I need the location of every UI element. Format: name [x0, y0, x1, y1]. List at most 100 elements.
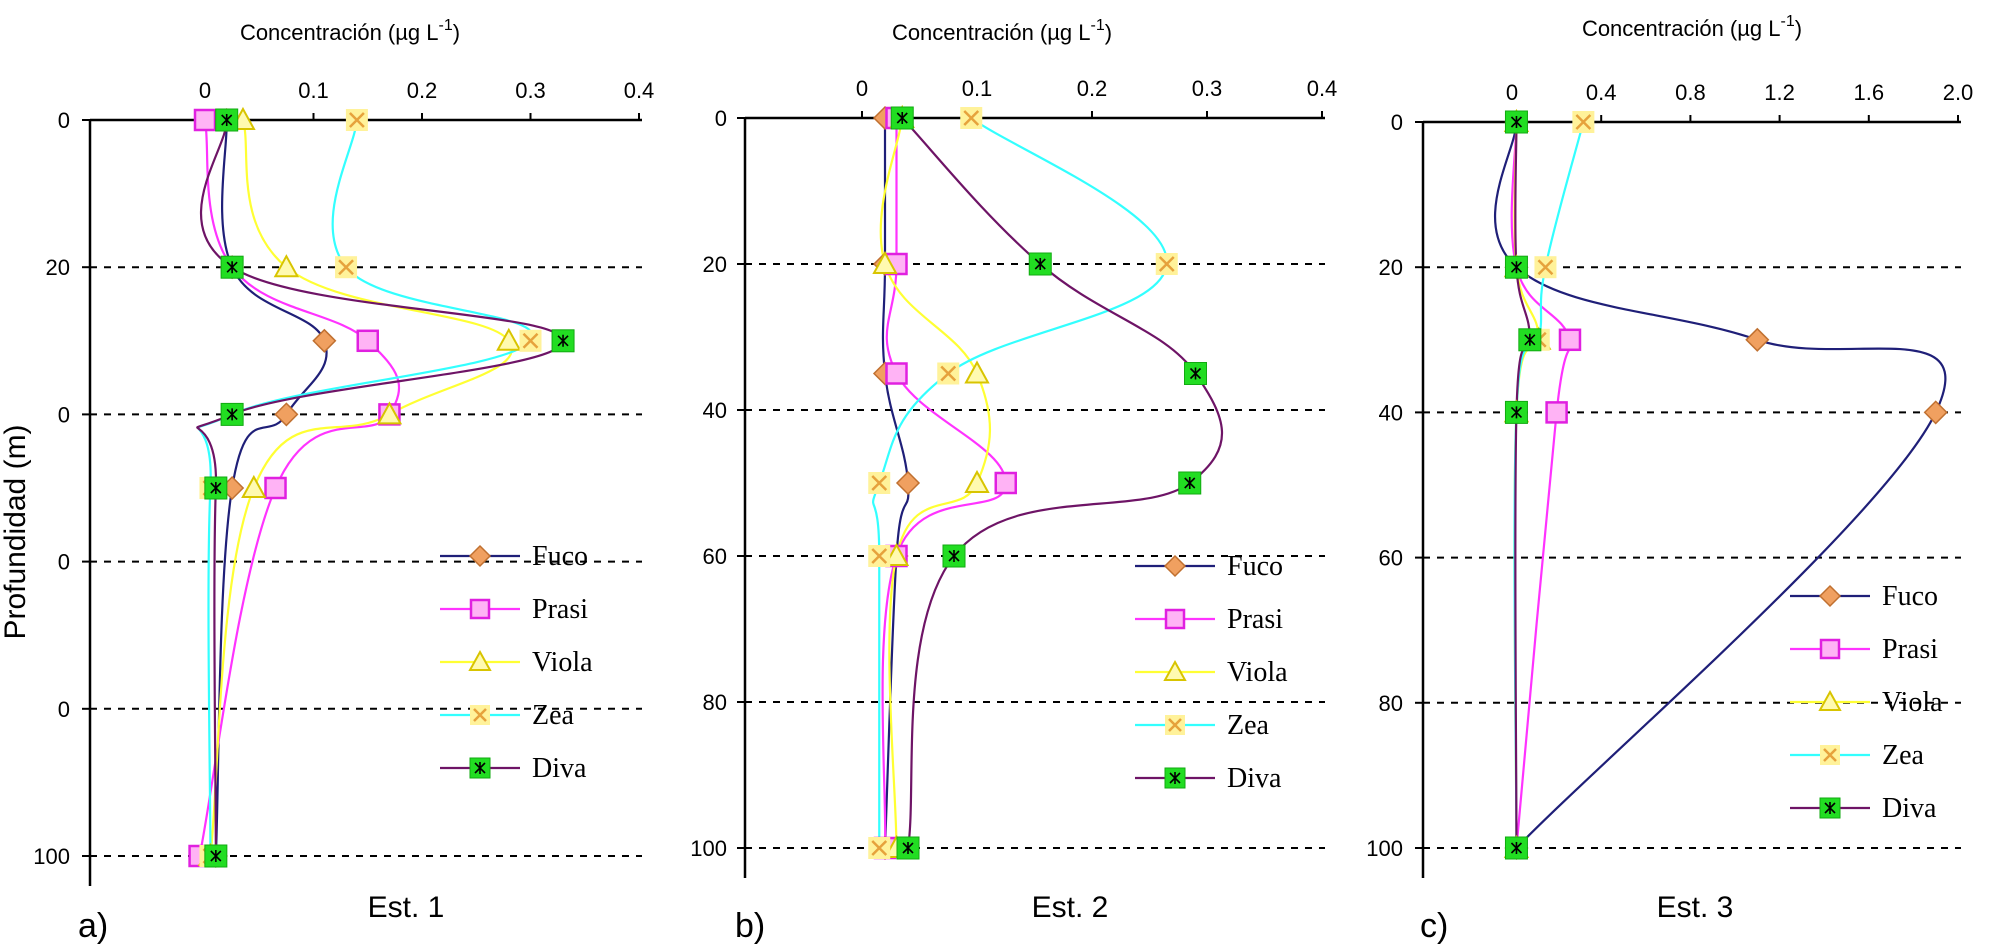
viola-marker — [241, 474, 267, 498]
prasi-series-line — [1510, 121, 1574, 849]
diva-marker — [896, 836, 920, 860]
y-tick-label: 20 — [1379, 255, 1403, 280]
diva-marker-star — [1510, 261, 1523, 274]
legend: Fuco Prasi Viola Zea Diva — [440, 541, 593, 784]
x-axis-label-close: ) — [1795, 16, 1802, 41]
y-tick-label: 100 — [33, 844, 70, 869]
viola-marker — [1818, 689, 1842, 711]
prasi-marker — [994, 471, 1017, 495]
prasi-marker — [193, 108, 217, 132]
y-tick-label: 0 — [715, 106, 727, 131]
prasi-marker — [1164, 608, 1186, 630]
panel-label: c) — [1420, 907, 1448, 945]
diva-marker — [1164, 767, 1186, 789]
zea-marker-cross — [338, 259, 354, 276]
viola-marker — [376, 401, 403, 425]
viola-marker — [273, 254, 300, 278]
x-axis-label-superscript: -1 — [1091, 17, 1105, 34]
x-axis-label-text: Concentración (µg L — [892, 20, 1091, 45]
x-axis-label-superscript: -1 — [1781, 13, 1795, 30]
x-tick-label: 0.2 — [407, 78, 438, 103]
x-tick-label: 0.4 — [1586, 80, 1617, 105]
y-tick-label: 100 — [690, 836, 727, 861]
legend-label-prasi: Prasi — [1227, 604, 1283, 635]
diva-marker — [220, 255, 244, 279]
legend-label-diva: Diva — [532, 753, 587, 784]
diva-marker-star — [1034, 258, 1046, 270]
legend-label-zea: Zea — [532, 700, 575, 731]
fuco-marker — [1923, 400, 1948, 425]
diva-series-line — [1514, 121, 1531, 849]
panel-b: Concentración (µg L-1) b) Est. 2 0 0.1 0.2… — [690, 17, 1337, 945]
plot-area: 0 0.1 0.2 0.3 0.4 0 20 40 60 80 100 — [690, 76, 1337, 878]
prasi-marker — [469, 598, 491, 620]
legend-label-fuco: Fuco — [1882, 581, 1938, 612]
y-tick-label: 100 — [1366, 836, 1403, 861]
diva-marker-star — [210, 850, 222, 862]
diva-marker-star — [1169, 772, 1181, 784]
legend-label-diva: Diva — [1227, 763, 1282, 794]
fuco-series-line — [1494, 121, 1947, 849]
zea-marker — [1155, 253, 1178, 275]
diva-marker-star — [474, 762, 486, 774]
diva-marker — [551, 329, 575, 353]
diva-marker — [215, 108, 239, 132]
y-axis-label: Profundidad (m) — [0, 424, 32, 639]
y-tick-label: 60 — [703, 544, 727, 569]
diva-marker — [1504, 836, 1528, 860]
panel-label: a) — [78, 907, 108, 945]
diva-marker-star — [221, 114, 233, 126]
y-tick-label: 0 — [58, 550, 70, 575]
zea-marker-cross — [940, 365, 957, 382]
x-tick-label: 0.1 — [962, 76, 993, 101]
diva-marker-star — [226, 261, 238, 274]
viola-series-line — [879, 117, 992, 849]
x-tick-label: 0.4 — [1307, 76, 1338, 101]
fuco-marker — [895, 470, 921, 496]
diva-marker — [1504, 255, 1528, 279]
legend-label-viola: Viola — [1882, 687, 1943, 718]
x-tick-label: 0 — [199, 78, 211, 103]
y-tick-label: 0 — [1391, 110, 1403, 135]
x-tick-label: 0.1 — [298, 78, 329, 103]
diva-marker-star — [210, 482, 222, 494]
zea-marker — [1534, 256, 1557, 279]
diva-marker-star — [1510, 842, 1523, 854]
y-tick-label: 0 — [58, 697, 70, 722]
zea-marker — [1820, 745, 1840, 765]
diva-marker-star — [226, 408, 238, 421]
fuco-series-line — [881, 117, 910, 849]
plot-area: 0 0.4 0.8 1.2 1.6 2.0 0 20 40 60 80 100 — [1366, 80, 1973, 878]
zea-marker-cross — [1537, 259, 1554, 276]
x-axis-label-close: ) — [1105, 20, 1112, 45]
viola-marker — [872, 250, 898, 274]
diva-marker-star — [1184, 477, 1196, 489]
x-axis-label-text: Concentración (µg L — [240, 20, 439, 45]
panel-title: Est. 1 — [368, 891, 445, 924]
x-tick-label: 0.8 — [1675, 80, 1706, 105]
zea-marker — [1572, 111, 1595, 133]
x-tick-label: 1.6 — [1854, 80, 1885, 105]
x-axis-label: Concentración (µg L-1) — [240, 17, 460, 45]
legend-label-zea: Zea — [1882, 740, 1925, 771]
prasi-marker — [1558, 328, 1582, 352]
diva-marker — [220, 402, 244, 426]
prasi-marker — [1819, 638, 1841, 660]
zea-marker — [868, 472, 891, 494]
x-axis-label: Concentración (µg L-1) — [892, 17, 1112, 45]
diva-marker — [204, 844, 228, 868]
diva-marker-star — [1824, 802, 1836, 814]
x-tick-label: 0.3 — [515, 78, 546, 103]
viola-marker — [964, 360, 990, 384]
diva-marker — [1178, 471, 1202, 495]
diva-marker — [1184, 362, 1207, 385]
fuco-marker — [468, 544, 492, 568]
zea-series-line — [872, 117, 1168, 848]
viola-marker — [496, 327, 522, 351]
legend-label-fuco: Fuco — [1227, 551, 1283, 582]
prasi-marker — [885, 362, 908, 385]
zea-marker — [335, 256, 358, 279]
panel-a: Concentración (µg L-1) a) Est. 1 0 0.1 0.2… — [33, 17, 654, 945]
y-tick-label: 60 — [1379, 546, 1403, 571]
legend-label-diva: Diva — [1882, 793, 1937, 824]
